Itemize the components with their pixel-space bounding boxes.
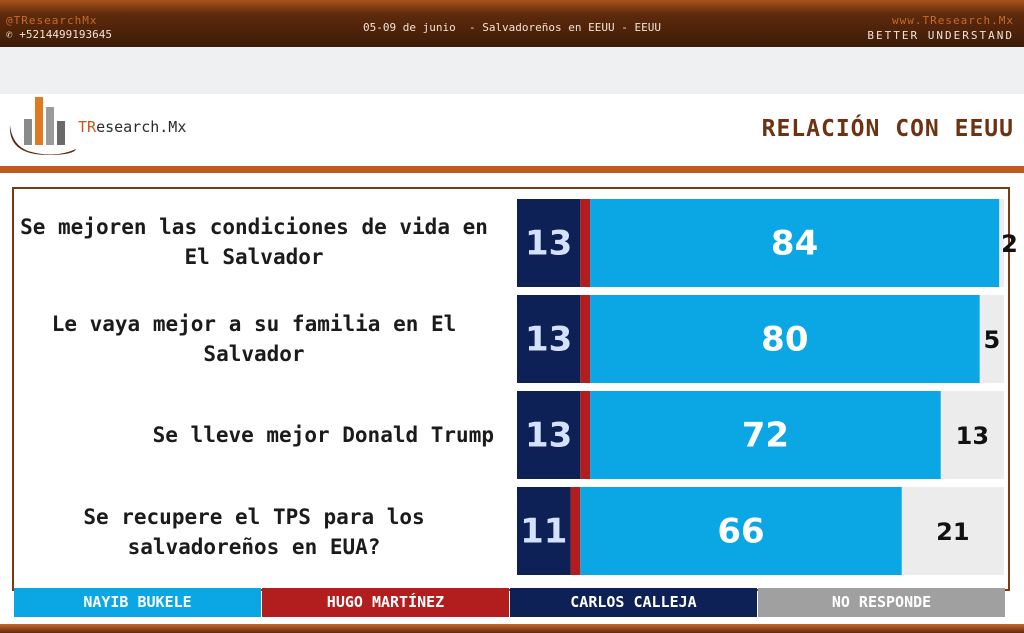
phone-number: ✆ +5214499193645 [6,28,112,41]
data-label: 13 [525,224,572,264]
bar-segment-carlos-calleja [517,199,581,287]
bar-segment-nayib-bukele [590,391,941,479]
bottom-bar [0,624,1024,633]
tagline: BETTER UNDERSTAND [867,29,1014,42]
section-title: RELACIÓN CON EEUU [761,116,1014,142]
category-label-4-text: Se recupere el TPS para los salvadoreños… [83,505,425,559]
legend-item-no-responde: NO RESPONDE [758,588,1005,617]
bar-segment-hugo-mart-nez [580,391,591,479]
social-handle: @TResearchMx [6,14,98,27]
top-header-bar: @TResearchMx ✆ +5214499193645 05-09 de j… [0,0,1024,47]
tresearch-logo-icon [9,97,76,155]
header-divider [0,166,1024,173]
bar-segment-hugo-mart-nez [570,487,581,575]
bar-segment-carlos-calleja [517,391,581,479]
brand-name: TResearch.Mx [78,118,186,136]
data-label: 13 [956,422,989,450]
data-label: 2 [1001,230,1018,258]
bar-segment-nayib-bukele [590,295,980,383]
data-label: 84 [771,224,818,264]
data-label: 13 [525,416,572,456]
category-label-1: Se mejoren las condiciones de vida en El… [14,212,494,272]
data-label: 5 [983,326,1000,354]
category-label-3-text: Se lleve mejor Donald Trump [152,423,494,447]
data-label: 72 [742,416,789,456]
website-link[interactable]: www.TResearch.Mx [892,14,1014,27]
bar-segment-hugo-mart-nez [580,199,591,287]
legend-item-hugo-mart-nez: HUGO MARTÍNEZ [262,588,509,617]
data-label: 21 [936,518,969,546]
whatsapp-icon: ✆ [6,28,13,41]
header-spacer-band [0,47,1024,94]
category-label-1-text: Se mejoren las condiciones de vida en El… [20,215,488,269]
brand-prefix: TR [78,118,97,136]
bar-segment-carlos-calleja [517,295,581,383]
category-label-4: Se recupere el TPS para los salvadoreños… [14,502,494,562]
data-label: 11 [520,512,567,552]
category-label-2: Le vaya mejor a su familia en El Salvado… [14,309,494,369]
data-label: 80 [761,320,808,360]
category-label-2-text: Le vaya mejor a su familia en El Salvado… [51,312,457,366]
bar-segment-hugo-mart-nez [580,295,591,383]
bar-segment-nayib-bukele [590,199,1000,287]
phone-number-text: +5214499193645 [19,28,112,41]
legend-item-nayib-bukele: NAYIB BUKELE [14,588,261,617]
brand-suffix: esearch.Mx [96,118,187,136]
data-label: 13 [525,320,572,360]
category-label-3: Se lleve mejor Donald Trump [14,420,494,450]
bar-segment-nayib-bukele [580,487,902,575]
legend-item-carlos-calleja: CARLOS CALLEJA [510,588,757,617]
survey-info: 05-09 de junio - Salvadoreños en EEUU - … [362,21,661,34]
data-label: 66 [717,512,764,552]
bar-segment-carlos-calleja [517,487,571,575]
